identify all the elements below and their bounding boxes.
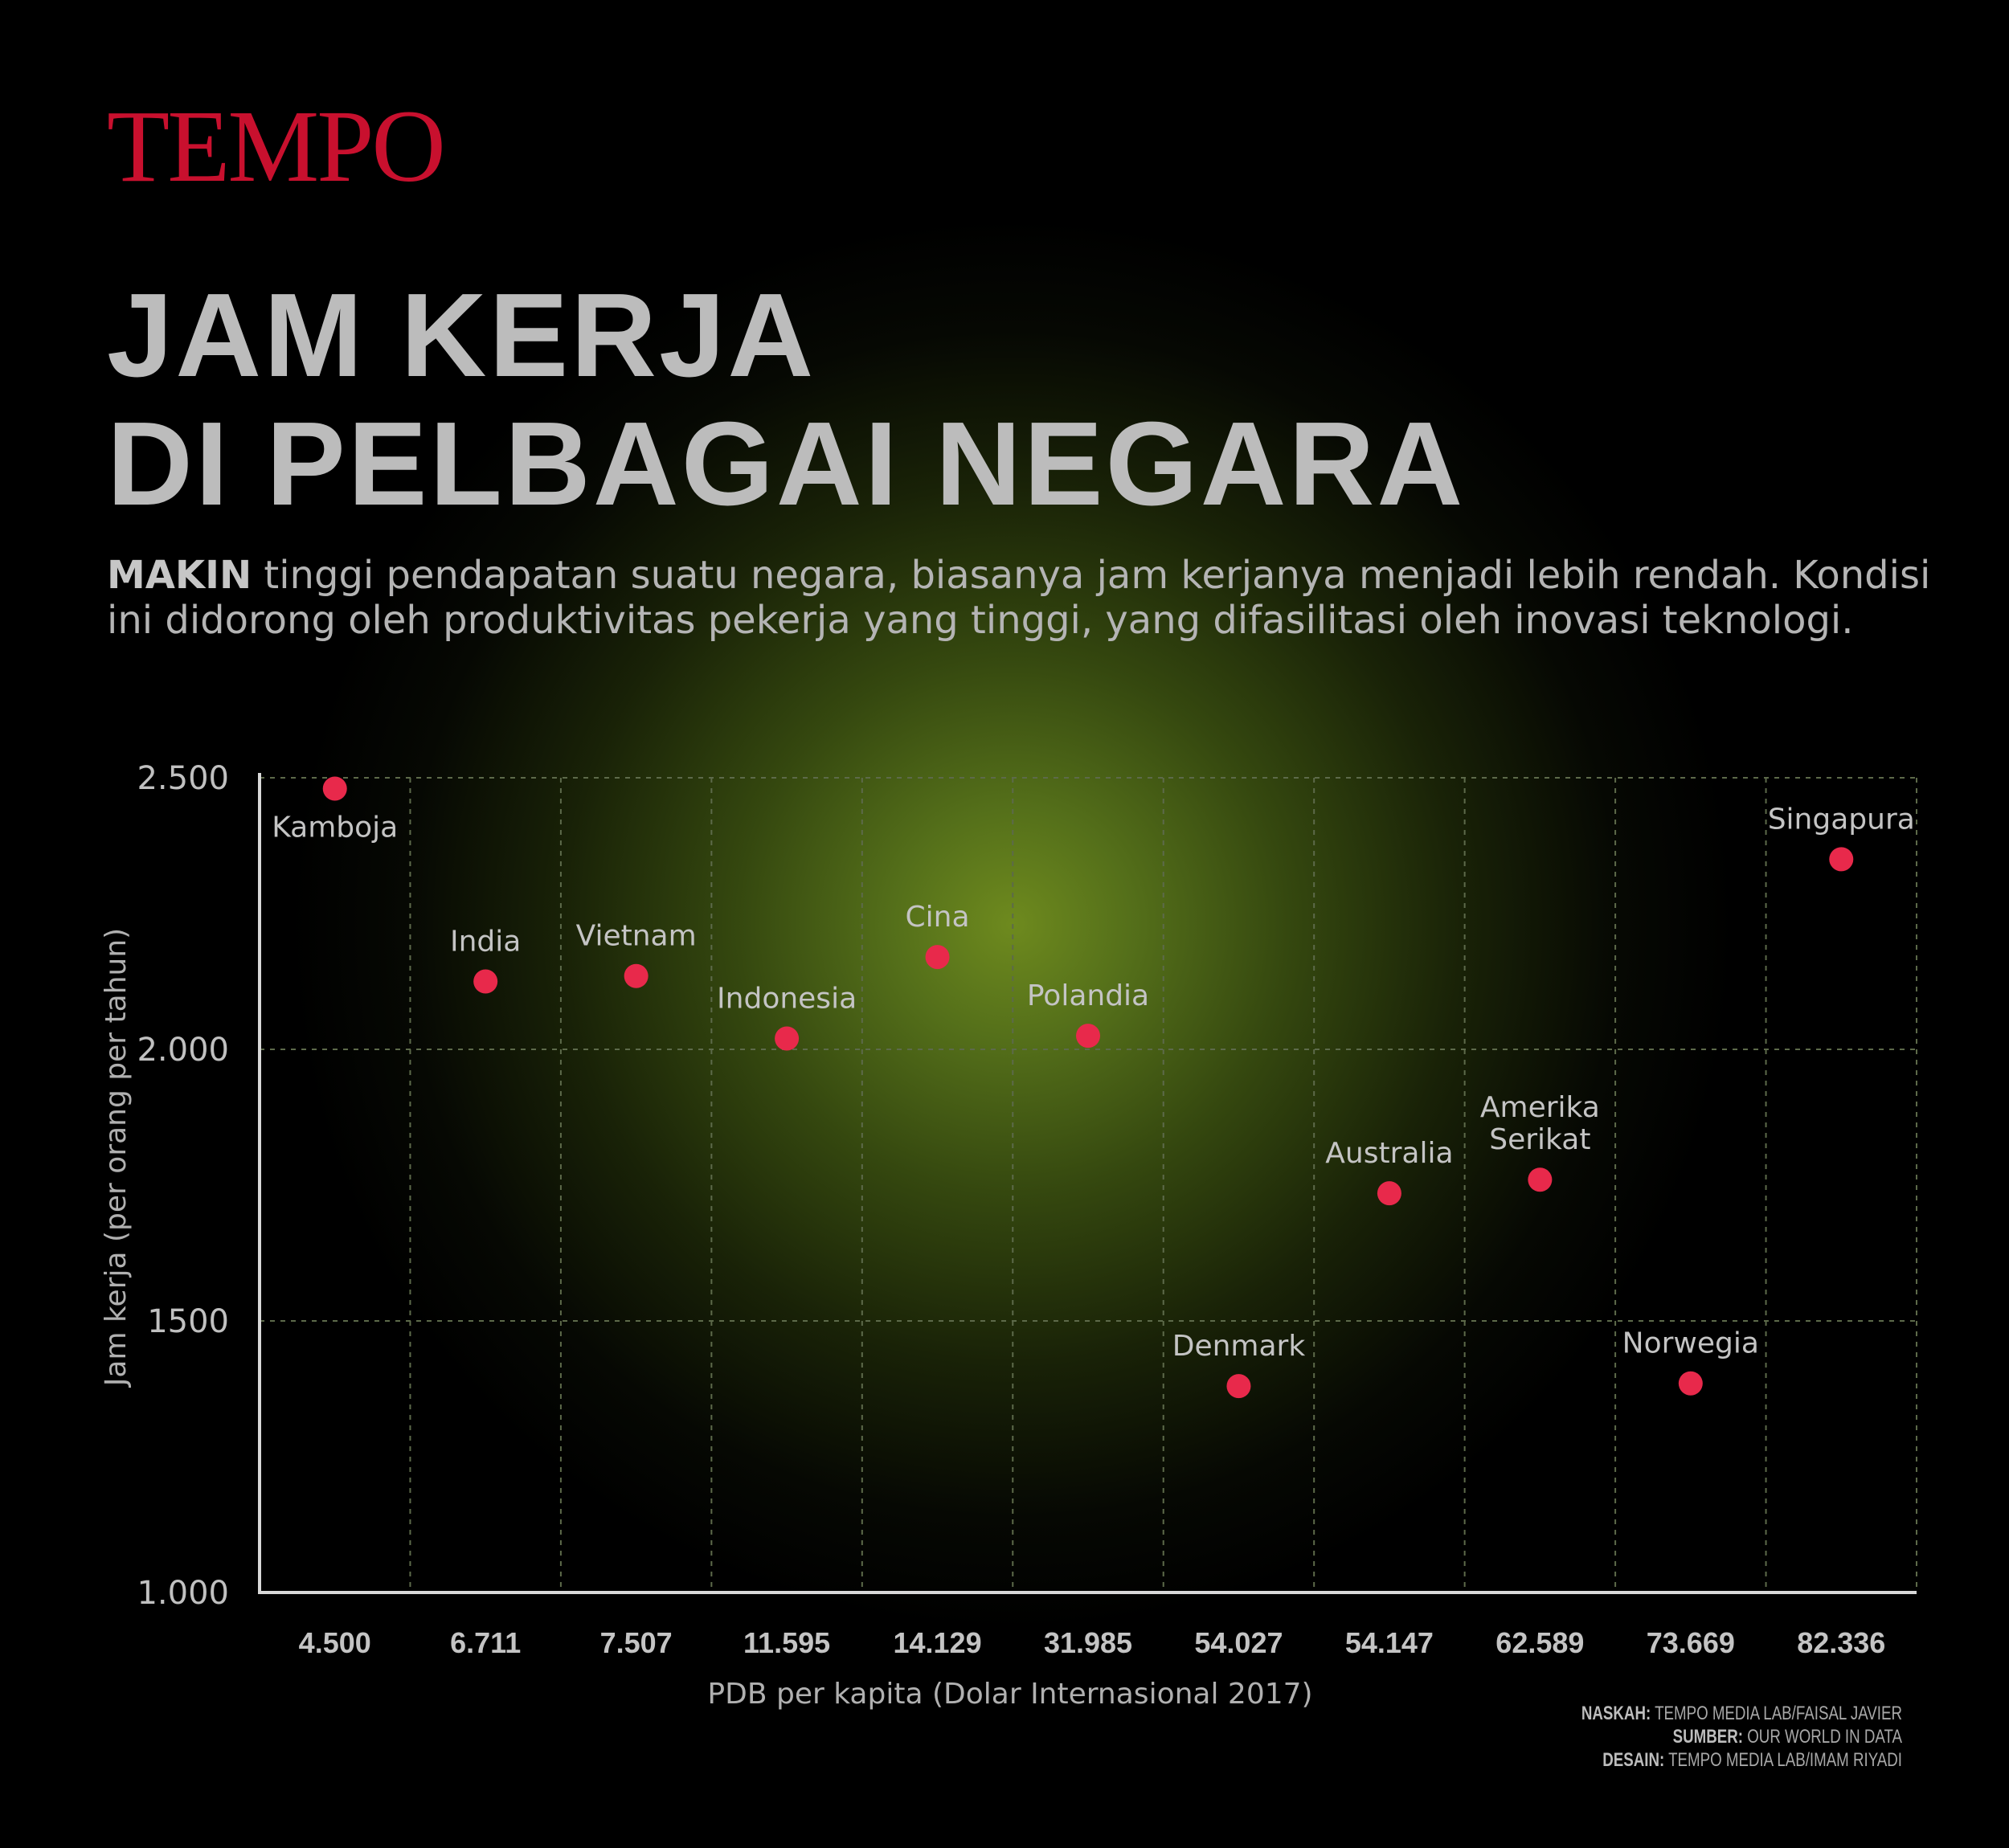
- data-point-label: Polandia: [1027, 979, 1149, 1012]
- x-tick-label: 7.507: [600, 1626, 673, 1659]
- data-point-label-line: Cina: [906, 901, 970, 934]
- chart-axes: [258, 773, 1917, 1594]
- credit-value: TEMPO MEDIA LAB/IMAM RIYADI: [1668, 1749, 1902, 1771]
- data-point: [1528, 1167, 1553, 1192]
- credits: NASKAH: TEMPO MEDIA LAB/FAISAL JAVIER SU…: [1338, 1702, 1902, 1772]
- y-tick-label: 2.500: [137, 760, 229, 797]
- credit-line: SUMBER: OUR WORLD IN DATA: [1338, 1725, 1902, 1748]
- tempo-logo: TEMPO: [107, 89, 446, 203]
- title-line-1: JAM KERJA: [107, 269, 816, 402]
- data-point: [1678, 1371, 1703, 1396]
- data-point-label: Singapura: [1768, 803, 1915, 836]
- intro-paragraph: MAKIN tinggi pendapatan suatu negara, bi…: [107, 553, 1955, 643]
- data-point-label: Amerika Serikat: [1480, 1091, 1600, 1156]
- data-point-label-line: Denmark: [1172, 1330, 1306, 1363]
- x-tick-label: 62.589: [1495, 1626, 1584, 1659]
- x-tick-label: 54.147: [1345, 1626, 1434, 1659]
- data-point: [1829, 847, 1854, 872]
- data-point-label: Denmark: [1172, 1330, 1306, 1363]
- data-point-label: Australia: [1325, 1137, 1453, 1170]
- data-point: [775, 1026, 800, 1051]
- credit-line: DESAIN: TEMPO MEDIA LAB/IMAM RIYADI: [1338, 1748, 1902, 1772]
- page-title: JAM KERJA DI PELBAGAI NEGARA: [107, 272, 1465, 529]
- data-point-label: Vietnam: [576, 920, 697, 953]
- x-tick-label: 14.129: [893, 1626, 981, 1659]
- data-point-label: Cina: [906, 901, 970, 934]
- data-point: [1076, 1024, 1100, 1049]
- x-tick-labels: 4.500 6.711 7.507 11.595 14.129 31.985 54.027 5…: [299, 1626, 1886, 1659]
- data-point-label-line: Amerika: [1480, 1091, 1600, 1124]
- data-point-label-line: Polandia: [1027, 979, 1149, 1012]
- y-tick-label: 1.000: [137, 1575, 229, 1612]
- data-point: [322, 776, 347, 801]
- data-point-label-line: Vietnam: [576, 920, 697, 953]
- data-point-label: India: [450, 926, 521, 959]
- intro-lead: MAKIN: [107, 553, 252, 598]
- x-tick-label: 73.669: [1647, 1626, 1735, 1659]
- credit-value: TEMPO MEDIA LAB/FAISAL JAVIER: [1655, 1703, 1902, 1724]
- x-axis-label: PDB per kapita (Dolar Internasional 2017…: [707, 1678, 1312, 1711]
- data-point-label-line: India: [450, 926, 521, 959]
- x-tick-label: 11.595: [743, 1626, 830, 1659]
- data-point-label-line: Indonesia: [717, 982, 857, 1015]
- data-point-label: Kamboja: [272, 812, 398, 844]
- title-line-2: DI PELBAGAI NEGARA: [107, 398, 1466, 530]
- data-point-label: Norwegia: [1622, 1327, 1759, 1360]
- data-point: [624, 963, 649, 988]
- data-point: [925, 945, 950, 970]
- credit-key: DESAIN:: [1602, 1749, 1665, 1771]
- credit-key: NASKAH:: [1581, 1703, 1651, 1724]
- x-tick-label: 6.711: [450, 1626, 521, 1659]
- credit-key: SUMBER:: [1672, 1726, 1744, 1748]
- data-point-label-line: Norwegia: [1622, 1327, 1759, 1360]
- y-axis-label: Jam kerja (per orang per tahun): [100, 928, 133, 1388]
- data-point-label-line: Australia: [1325, 1137, 1453, 1170]
- x-tick-label: 4.500: [299, 1626, 371, 1659]
- data-point-label-line: Kamboja: [272, 812, 398, 844]
- intro-text: tinggi pendapatan suatu negara, biasanya…: [107, 553, 1931, 643]
- credit-line: NASKAH: TEMPO MEDIA LAB/FAISAL JAVIER: [1338, 1702, 1902, 1725]
- data-point-label-line: Serikat: [1489, 1123, 1590, 1156]
- data-point: [1226, 1374, 1251, 1399]
- data-point-label: Indonesia: [717, 982, 857, 1015]
- data-point-label-line: Singapura: [1768, 803, 1915, 836]
- data-point: [1377, 1181, 1401, 1206]
- chart-grid: [260, 777, 1917, 1592]
- y-tick-label: 1500: [147, 1303, 229, 1340]
- y-tick-label: 2.000: [137, 1032, 229, 1069]
- data-point-labels: Kamboja India Vietnam Indonesia Cina Polandia…: [272, 803, 1915, 1363]
- data-points: [322, 776, 1854, 1399]
- y-tick-labels: 1.000 1500 2.000 2.500: [137, 760, 229, 1612]
- x-tick-label: 82.336: [1797, 1626, 1885, 1659]
- x-tick-label: 54.027: [1194, 1626, 1283, 1659]
- x-tick-label: 31.985: [1044, 1626, 1132, 1659]
- credit-value: OUR WORLD IN DATA: [1747, 1726, 1902, 1748]
- data-point: [473, 969, 498, 994]
